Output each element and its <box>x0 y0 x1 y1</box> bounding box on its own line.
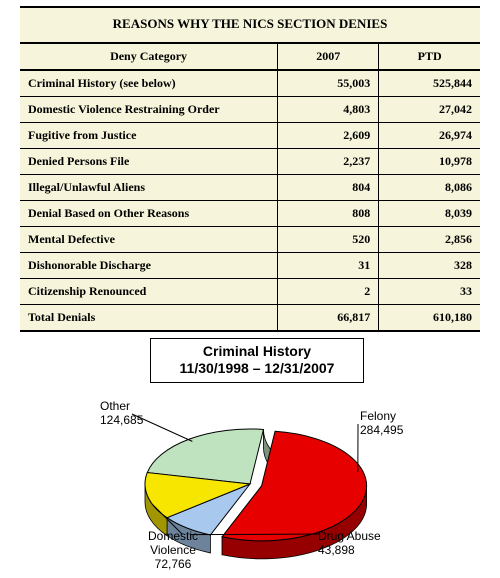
pie-label-felony: Felony 284,495 <box>360 410 403 438</box>
cell-2007: 520 <box>278 227 379 253</box>
table-row: Citizenship Renounced233 <box>20 279 480 305</box>
cell-cat: Mental Defective <box>20 227 278 253</box>
cell-cat: Illegal/Unlawful Aliens <box>20 175 278 201</box>
pie-label-domviolence: DomesticViolence 72,766 <box>148 530 198 571</box>
table-row: Fugitive from Justice2,60926,974 <box>20 123 480 149</box>
cell-2007: 55,003 <box>278 70 379 97</box>
cell-2007: 2,609 <box>278 123 379 149</box>
cell-cat: Citizenship Renounced <box>20 279 278 305</box>
cell-cat: Denial Based on Other Reasons <box>20 201 278 227</box>
col-header-category: Deny Category <box>20 43 278 70</box>
pie-title-line2: 11/30/1998 – 12/31/2007 <box>180 360 335 376</box>
pie-svg <box>20 376 480 576</box>
pie-label-text: Drug Abuse <box>318 529 381 543</box>
pie-chart-area: Criminal History 11/30/1998 – 12/31/2007… <box>20 338 480 578</box>
cell-ptd: 33 <box>379 279 480 305</box>
pie-label-text: DomesticViolence <box>148 529 198 557</box>
cell-ptd: 8,039 <box>379 201 480 227</box>
cell-cat: Denied Persons File <box>20 149 278 175</box>
cell-ptd: 26,974 <box>379 123 480 149</box>
table-row: Dishonorable Discharge31328 <box>20 253 480 279</box>
cell-ptd: 2,856 <box>379 227 480 253</box>
pie-title-box: Criminal History 11/30/1998 – 12/31/2007 <box>150 338 364 383</box>
pie-label-value: 43,898 <box>318 543 355 557</box>
cell-2007: 2 <box>278 279 379 305</box>
cell-cat: Dishonorable Discharge <box>20 253 278 279</box>
table-row: Criminal History (see below)55,003525,84… <box>20 70 480 97</box>
cell-2007: 2,237 <box>278 149 379 175</box>
cell-ptd: 328 <box>379 253 480 279</box>
cell-2007: 66,817 <box>278 305 379 332</box>
pie-label-value: 284,495 <box>360 423 403 437</box>
table-row: Illegal/Unlawful Aliens8048,086 <box>20 175 480 201</box>
cell-cat: Domestic Violence Restraining Order <box>20 97 278 123</box>
col-header-2007: 2007 <box>278 43 379 70</box>
denials-table: REASONS WHY THE NICS SECTION DENIES Deny… <box>20 6 480 332</box>
table-row: Domestic Violence Restraining Order4,803… <box>20 97 480 123</box>
denials-table-wrap: REASONS WHY THE NICS SECTION DENIES Deny… <box>20 6 480 332</box>
table-title: REASONS WHY THE NICS SECTION DENIES <box>20 6 480 42</box>
table-row: Denial Based on Other Reasons8088,039 <box>20 201 480 227</box>
page-root: REASONS WHY THE NICS SECTION DENIES Deny… <box>0 6 500 537</box>
cell-ptd: 8,086 <box>379 175 480 201</box>
table-total-row: Total Denials66,817610,180 <box>20 305 480 332</box>
cell-ptd: 610,180 <box>379 305 480 332</box>
cell-2007: 4,803 <box>278 97 379 123</box>
pie-label-text: Other <box>100 399 130 413</box>
cell-cat: Criminal History (see below) <box>20 70 278 97</box>
table-header-row: Deny Category 2007 PTD <box>20 43 480 70</box>
table-row: Denied Persons File2,23710,978 <box>20 149 480 175</box>
pie-label-drugabuse: Drug Abuse 43,898 <box>318 530 381 558</box>
cell-ptd: 525,844 <box>379 70 480 97</box>
pie-label-text: Felony <box>360 409 396 423</box>
pie-label-value: 124,685 <box>100 413 143 427</box>
cell-2007: 31 <box>278 253 379 279</box>
cell-ptd: 10,978 <box>379 149 480 175</box>
table-body: Criminal History (see below)55,003525,84… <box>20 70 480 331</box>
col-header-ptd: PTD <box>379 43 480 70</box>
cell-cat: Fugitive from Justice <box>20 123 278 149</box>
cell-2007: 808 <box>278 201 379 227</box>
cell-cat: Total Denials <box>20 305 278 332</box>
cell-ptd: 27,042 <box>379 97 480 123</box>
pie-label-other: Other 124,685 <box>100 400 143 428</box>
cell-2007: 804 <box>278 175 379 201</box>
table-row: Mental Defective5202,856 <box>20 227 480 253</box>
pie-title-line1: Criminal History <box>203 343 311 359</box>
pie-label-value: 72,766 <box>155 557 192 571</box>
